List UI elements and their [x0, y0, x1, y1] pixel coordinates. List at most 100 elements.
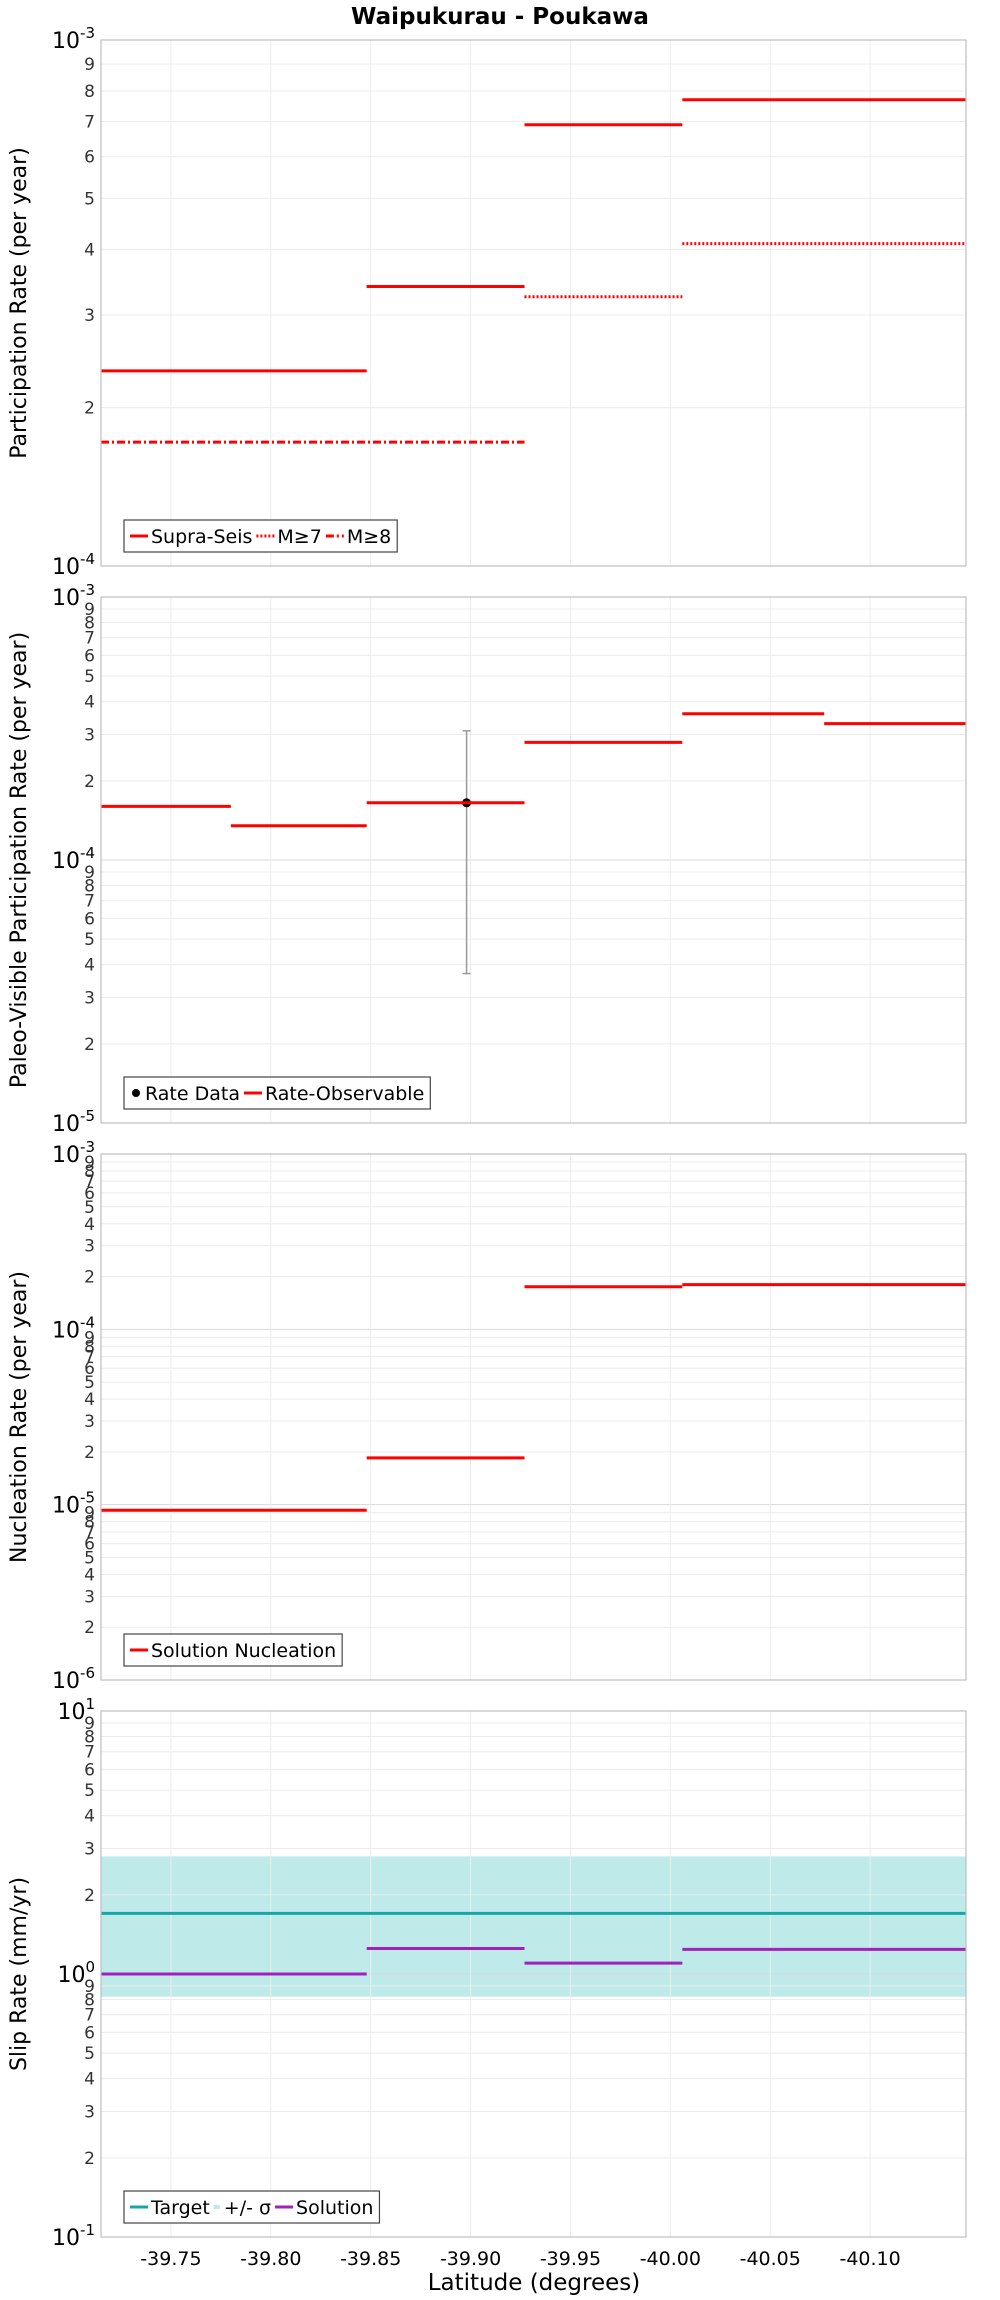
y-tick-label: 3 [84, 2103, 95, 2123]
legend-entry-M≥8: M≥8 [347, 526, 391, 548]
y-tick-label: 9 [84, 1328, 95, 1348]
plot-border [100, 1710, 967, 2238]
y-tick-label: 3 [84, 1840, 95, 1860]
y-tick-label: 6 [84, 2023, 95, 2043]
y-tick-label: 8 [84, 1990, 95, 2010]
legend-entry-Supra-Seis: Supra-Seis [151, 526, 252, 548]
y-tick-label: 9 [84, 1977, 95, 1997]
y-tick-label: 3 [84, 989, 95, 1009]
y-tick-label: 4 [84, 1215, 95, 1235]
y-tick-label: 4 [84, 956, 95, 976]
legend-marker-+/- σ [213, 2205, 220, 2209]
y-tick-label: 7 [84, 1523, 95, 1543]
legend-entry-Rate-Observable: Rate-Observable [265, 1083, 424, 1105]
y-tick-label: 4 [84, 1390, 95, 1410]
x-axis-label: Latitude (degrees) [428, 2270, 641, 2296]
y-tick-label: 9 [84, 1153, 95, 1173]
y-tick-label: 8 [84, 1162, 95, 1182]
y-tick-label: 3 [84, 1412, 95, 1432]
legend-marker-Rate Data [132, 1089, 140, 1097]
legend-box [123, 1633, 343, 1667]
y-axis-label: Participation Rate (per year) [7, 147, 32, 459]
y-tick-label: 6 [84, 646, 95, 666]
plot-border [100, 1153, 967, 1681]
y-tick-label-major: 10-5 [52, 1489, 95, 1519]
y-tick-label-major: 10-3 [52, 24, 95, 54]
y-tick-label: 6 [84, 1760, 95, 1780]
y-tick-label: 5 [84, 2044, 95, 2064]
x-tick-label: -40.05 [740, 2248, 801, 2270]
legend-entry-Solution Nucleation: Solution Nucleation [151, 1640, 336, 1662]
y-tick-label: 8 [84, 876, 95, 896]
y-tick-label: 5 [84, 1548, 95, 1568]
chart-title: Waipukurau - Poukawa [351, 4, 649, 30]
y-tick-label: 6 [84, 148, 95, 168]
legend: Solution Nucleation [123, 1633, 343, 1667]
panel-participation: 2 3 4 5 6 7 8 9 10-4 10-3 Participation Rate (per … [7, 24, 967, 580]
y-tick-label: 2 [84, 1443, 95, 1463]
y-tick-label-major: 100 [57, 1958, 95, 1988]
y-tick-label: 3 [84, 1237, 95, 1257]
panel-nucleation: 23456789234567892345678910-610-510-410-3… [7, 1138, 967, 1694]
x-tick-label: -40.00 [640, 2248, 701, 2270]
y-tick-label: 8 [84, 613, 95, 633]
y-tick-label-major: 10-4 [52, 550, 95, 580]
y-tick-label: 4 [84, 240, 95, 260]
y-tick-label: 2 [84, 2149, 95, 2169]
y-tick-label: 5 [84, 1373, 95, 1393]
y-tick-label: 5 [84, 667, 95, 687]
y-tick-label-major: 10-4 [52, 844, 95, 874]
x-tick-label: -39.80 [240, 2248, 301, 2270]
y-tick-label: 8 [84, 1513, 95, 1533]
y-tick-label: 6 [84, 1359, 95, 1379]
x-tick-label: -39.85 [340, 2248, 401, 2270]
y-tick-label: 3 [84, 1587, 95, 1607]
y-tick-label: 2 [84, 1618, 95, 1638]
y-axis-label: Slip Rate (mm/yr) [7, 1877, 32, 2071]
y-tick-label: 7 [84, 1172, 95, 1192]
y-tick-label: 2 [84, 1268, 95, 1288]
plot-border [100, 596, 967, 1124]
band-+/- σ [101, 1856, 966, 1997]
legend: Rate Data Rate-Observable [123, 1076, 431, 1110]
y-tick-label: 6 [84, 1184, 95, 1204]
panel-paleo: 234567892345678910-510-410-3Paleo-Visibl… [7, 581, 967, 1137]
y-tick-label: 2 [84, 772, 95, 792]
y-tick-label: 2 [84, 1886, 95, 1906]
y-tick-label-major: 10-4 [52, 1313, 95, 1343]
y-tick-label: 4 [84, 693, 95, 713]
legend-entry-Target: Target [150, 2197, 210, 2219]
y-tick-label: 7 [84, 1347, 95, 1367]
y-tick-label-major: 10-6 [52, 1664, 95, 1694]
x-tick-label: -40.10 [839, 2248, 900, 2270]
y-tick-label: 8 [84, 1727, 95, 1747]
legend: Target +/- σ Solution [123, 2190, 381, 2224]
y-tick-label: 7 [84, 2006, 95, 2026]
x-tick-label: -39.90 [440, 2248, 501, 2270]
y-tick-label: 5 [84, 930, 95, 950]
y-tick-label: 7 [84, 892, 95, 912]
y-tick-label: 9 [84, 1714, 95, 1734]
legend-box [123, 2190, 381, 2224]
y-tick-label: 7 [84, 629, 95, 649]
y-tick-label: 2 [84, 1035, 95, 1055]
legend-entry-Solution: Solution [296, 2197, 373, 2219]
y-tick-label: 4 [84, 1807, 95, 1827]
y-tick-label: 8 [84, 1337, 95, 1357]
y-tick-label: 5 [84, 1198, 95, 1218]
y-tick-label: 8 [84, 82, 95, 102]
legend: Supra-Seis M≥7 M≥8 [123, 519, 398, 553]
legend-entry-+/- σ: +/- σ [224, 2197, 271, 2219]
y-tick-label: 6 [84, 909, 95, 929]
y-tick-label: 7 [84, 1743, 95, 1763]
x-tick-label: -39.95 [540, 2248, 601, 2270]
y-tick-label-major: 10-5 [52, 1107, 95, 1137]
legend-entry-Rate Data: Rate Data [145, 1083, 240, 1105]
plot-area [101, 1154, 966, 1680]
y-tick-label: 4 [84, 1565, 95, 1585]
y-tick-label: 3 [84, 726, 95, 746]
y-tick-label: 3 [84, 306, 95, 326]
